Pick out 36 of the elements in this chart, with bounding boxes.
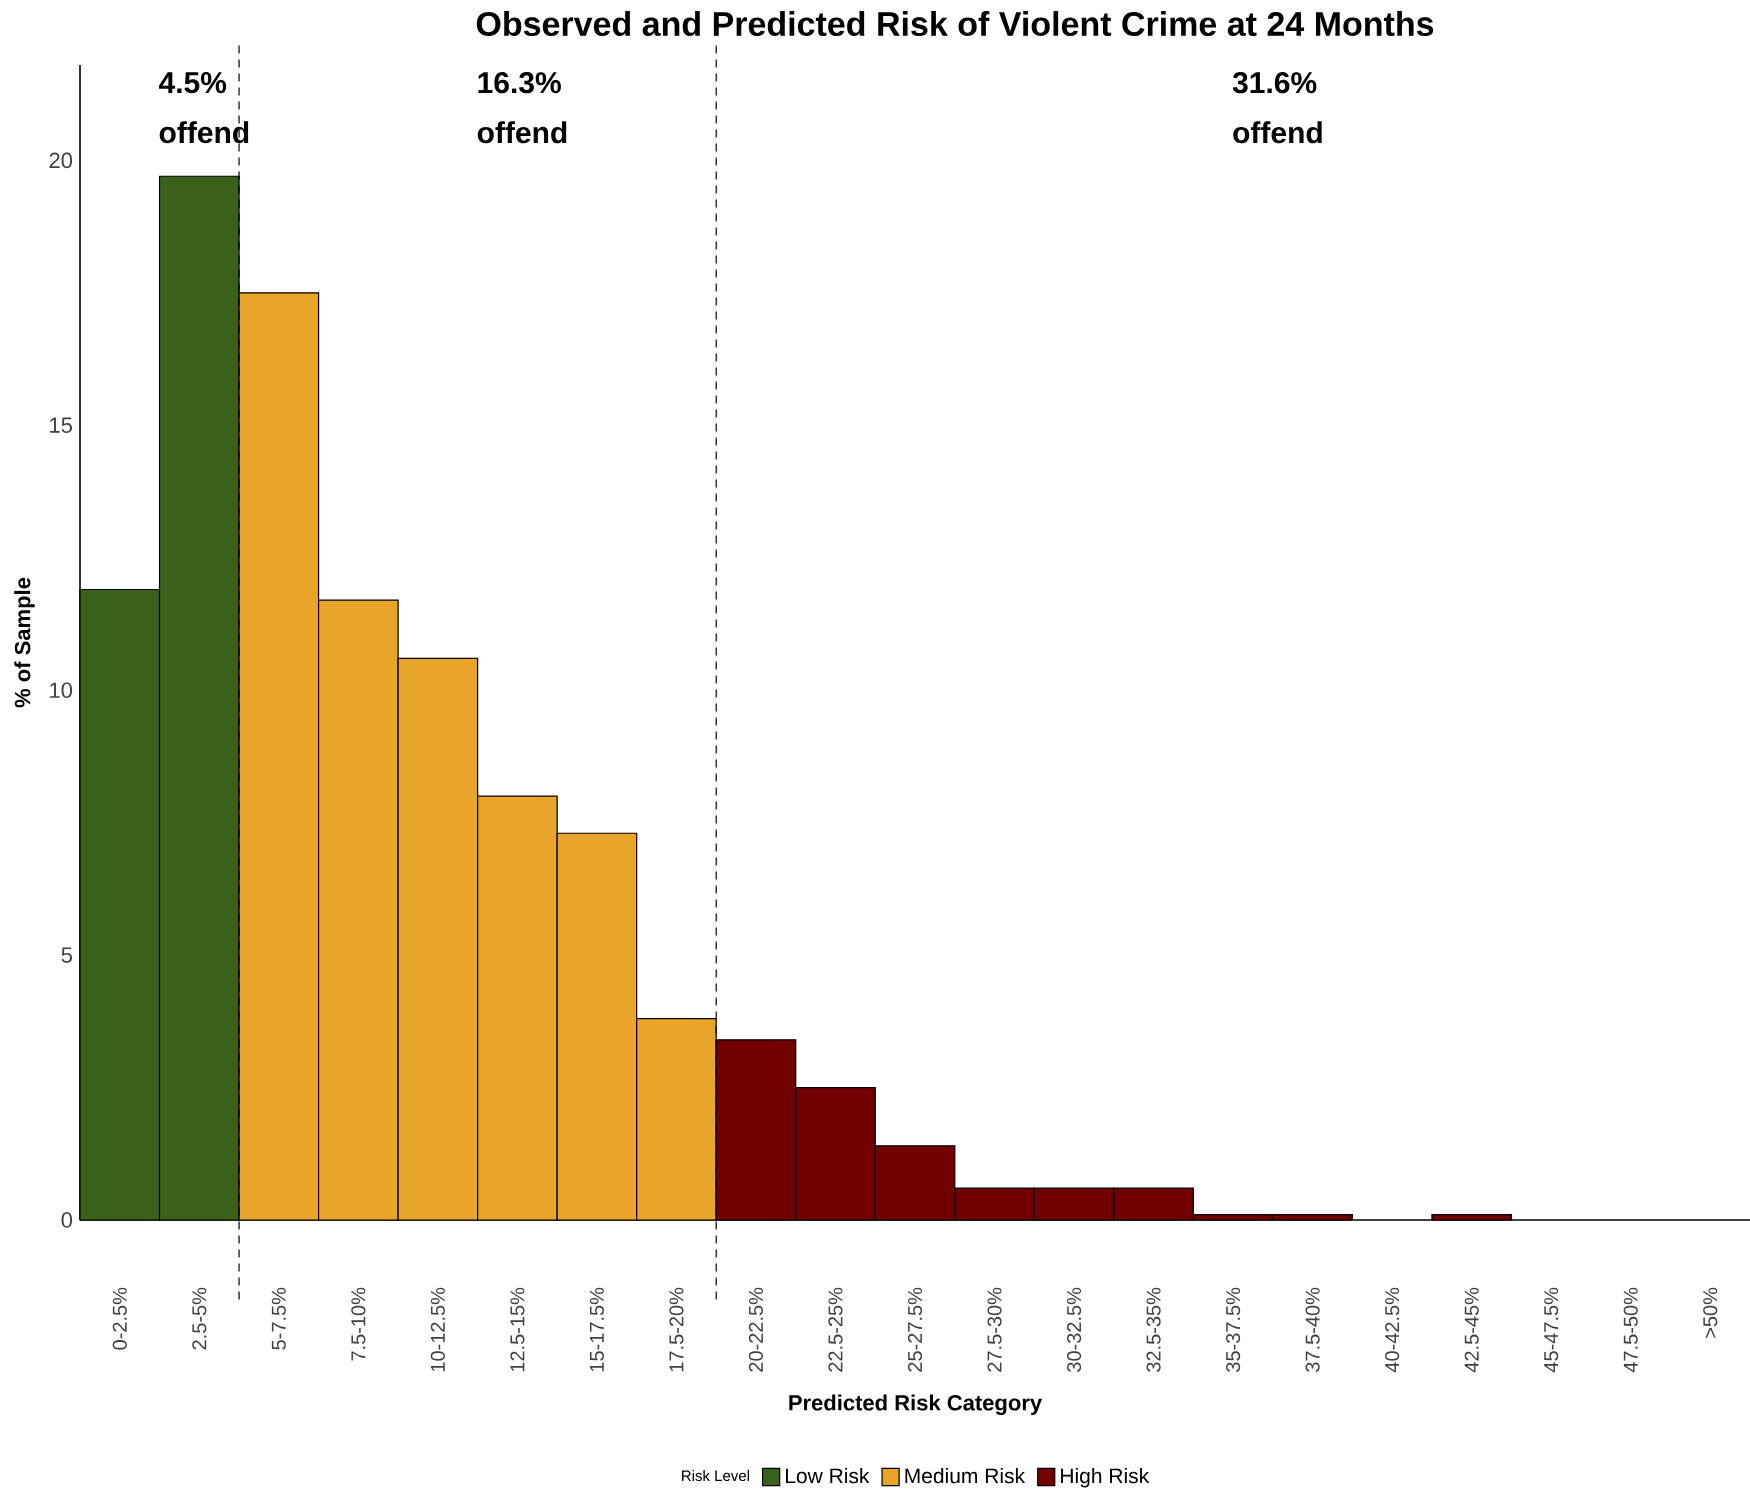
annotation: 16.3% offend xyxy=(477,72,567,144)
y-tick-label: 10 xyxy=(50,682,73,698)
y-tick-label: 5 xyxy=(61,947,72,963)
y-tick-label: 15 xyxy=(50,417,72,433)
legend-label: High Risk xyxy=(1061,1467,1150,1488)
x-tick-label: 12.5-15% xyxy=(510,1287,525,1372)
x-tick-label: >50% xyxy=(1703,1287,1718,1338)
x-tick-label: 20-22.5% xyxy=(748,1287,764,1372)
x-tick-label: 2.5-5% xyxy=(192,1287,207,1350)
x-tick-label: 27.5-30% xyxy=(987,1287,1002,1372)
annotation: 4.5% offend xyxy=(158,72,249,144)
x-tick-label: 17.5-20% xyxy=(669,1287,684,1372)
legend-title: Risk Level xyxy=(682,1470,749,1482)
y-tick-label: 20 xyxy=(49,152,73,169)
x-tick-label: 32.5-35% xyxy=(1146,1287,1161,1372)
x-axis-title: Predicted Risk Category xyxy=(789,1394,1042,1416)
x-tick-label: 25-27.5% xyxy=(907,1287,923,1372)
x-tick-label: 40-42.5% xyxy=(1385,1287,1400,1373)
y-axis-title: % of Sample xyxy=(14,577,35,708)
x-tick-label: 5-7.5% xyxy=(271,1287,286,1350)
x-tick-label: 10-12.5% xyxy=(430,1287,445,1372)
x-tick-label: 0-2.5% xyxy=(112,1287,127,1350)
annotation: 31.6% offend xyxy=(1232,72,1322,144)
legend-label: Medium Risk xyxy=(905,1467,1026,1484)
y-tick-label: 0 xyxy=(61,1212,73,1228)
x-tick-label: 42.5-45% xyxy=(1464,1287,1479,1373)
legend-label: Low Risk xyxy=(785,1467,870,1484)
chart-title: Observed and Predicted Risk of Violent Crime at 24 Months xyxy=(476,11,1434,37)
x-tick-label: 35-37.5% xyxy=(1226,1287,1241,1372)
x-tick-label: 37.5-40% xyxy=(1305,1287,1320,1372)
x-tick-label: 15-17.5% xyxy=(589,1287,604,1372)
x-tick-label: 45-47.5% xyxy=(1544,1287,1559,1373)
x-tick-label: 47.5-50% xyxy=(1623,1287,1638,1373)
x-tick-label: 22.5-25% xyxy=(828,1287,843,1372)
x-tick-label: 7.5-10% xyxy=(351,1287,366,1361)
x-tick-label: 30-32.5% xyxy=(1066,1287,1082,1372)
